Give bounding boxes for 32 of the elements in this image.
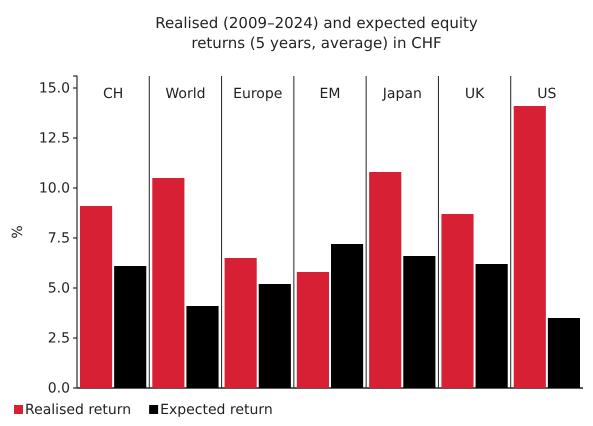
bar: [441, 214, 474, 388]
chart-title: Realised (2009–2024) and expected equity returns (5 years, average) in CHF: [155, 14, 478, 52]
x-tick-label: Japan: [382, 86, 422, 102]
y-tick-label: 15.0: [38, 80, 70, 96]
legend-label: Realised return: [25, 402, 132, 418]
legend-label: Expected return: [160, 402, 273, 418]
bar: [80, 206, 112, 388]
bar: [224, 258, 257, 388]
bar: [476, 264, 508, 388]
bar: [152, 178, 184, 388]
bar: [514, 106, 546, 388]
x-tick-label: CH: [102, 86, 124, 102]
x-tick-label: UK: [464, 86, 486, 102]
bar: [331, 244, 364, 388]
x-tick-label: World: [165, 86, 206, 102]
bar: [114, 266, 146, 388]
bar: [403, 256, 436, 388]
y-tick-label: 10.0: [38, 180, 70, 196]
y-axis-title: %: [10, 225, 26, 239]
y-tick-label: 7.5: [48, 230, 70, 246]
y-tick-label: 5.0: [48, 280, 70, 296]
bar: [369, 172, 402, 388]
x-tick-label: EM: [320, 86, 340, 102]
bar: [186, 306, 219, 388]
bar: [296, 272, 329, 388]
x-tick-label: Europe: [233, 86, 282, 102]
y-tick-label: 2.5: [48, 330, 70, 346]
y-tick-label: 12.5: [38, 130, 70, 146]
bar: [548, 318, 580, 388]
y-tick-label: 0.0: [48, 380, 70, 396]
bar: [258, 284, 291, 388]
x-tick-label: US: [537, 86, 557, 102]
